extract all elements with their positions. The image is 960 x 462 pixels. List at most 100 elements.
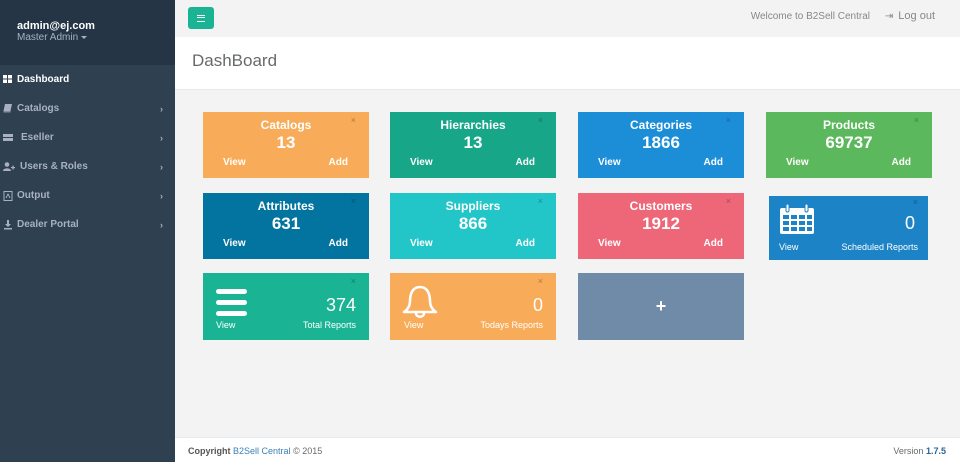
report-count: 0 xyxy=(904,213,915,233)
sidebar-item-dashboard[interactable]: Dashboard xyxy=(0,65,175,94)
footer: Copyright B2Sell Central © 2015 Version … xyxy=(175,437,960,462)
tile-customers: Customers 1912 View Add × xyxy=(578,193,744,259)
tile-title: Categories xyxy=(629,118,693,132)
sidebar-item-label: Dealer Portal xyxy=(17,219,79,230)
user-email: admin@ej.com xyxy=(17,20,95,32)
close-icon[interactable]: × xyxy=(350,196,356,206)
download-icon xyxy=(3,220,13,230)
add-link[interactable]: Add xyxy=(515,157,535,168)
sidebar-item-label: Catalogs xyxy=(17,103,60,114)
tile-attributes: Attributes 631 View Add × xyxy=(203,193,369,259)
sidebar-item-dealer-portal[interactable]: Dealer Portal › xyxy=(0,210,175,239)
tile-value: 631 xyxy=(271,214,301,233)
tile-value: 866 xyxy=(458,214,488,233)
tile-value: 13 xyxy=(463,133,483,152)
tile-catalogs: Catalogs 13 View Add × xyxy=(203,112,369,178)
logout-label: Log out xyxy=(898,10,935,22)
caret-down-icon xyxy=(81,35,88,39)
sidebar-item-output[interactable]: Output › xyxy=(0,181,175,210)
tile-value: 1912 xyxy=(642,214,680,233)
chevron-right-icon: › xyxy=(160,190,163,201)
plus-icon: + xyxy=(655,296,667,316)
view-link[interactable]: View xyxy=(216,320,236,330)
brand-link[interactable]: B2Sell Central xyxy=(233,446,291,456)
hamburger-icon xyxy=(197,14,205,22)
tile-title: Catalogs xyxy=(260,118,312,132)
close-icon[interactable]: × xyxy=(537,276,543,286)
view-link[interactable]: View xyxy=(598,157,621,168)
tile-title: Customers xyxy=(629,199,693,213)
tile-categories: Categories 1866 View Add × xyxy=(578,112,744,178)
user-role-dropdown[interactable]: Master Admin xyxy=(17,32,175,43)
report-label: Todays Reports xyxy=(480,320,543,330)
sidebar-item-eseller[interactable]: Eseller › xyxy=(0,123,175,152)
tile-value: 13 xyxy=(276,133,296,152)
view-link[interactable]: View xyxy=(786,157,809,168)
view-link[interactable]: View xyxy=(223,157,246,168)
page-heading: DashBoard xyxy=(175,37,960,90)
add-link[interactable]: Add xyxy=(891,157,911,168)
sidebar-item-label: Eseller xyxy=(21,132,54,143)
view-link[interactable]: View xyxy=(404,320,424,330)
version-number: 1.7.5 xyxy=(925,446,946,456)
view-link[interactable]: View xyxy=(223,238,246,249)
dashboard-icon xyxy=(3,75,13,84)
tile-title: Attributes xyxy=(257,199,315,213)
sign-out-icon: ⇥ xyxy=(884,10,894,22)
sidebar: admin@ej.com Master Admin Dashboard Cata… xyxy=(0,0,175,462)
sidebar-item-label: Users & Roles xyxy=(20,161,88,172)
add-link[interactable]: Add xyxy=(328,238,348,249)
tile-value: 69737 xyxy=(825,133,873,152)
tile-suppliers: Suppliers 866 View Add × xyxy=(390,193,556,259)
report-label: Total Reports xyxy=(302,320,356,330)
tile-value: 1866 xyxy=(642,133,680,152)
pdf-file-icon xyxy=(3,191,13,201)
tile-hierarchies: Hierarchies 13 View Add × xyxy=(390,112,556,178)
sidebar-item-label: Dashboard xyxy=(17,74,70,85)
add-widget-button[interactable]: + xyxy=(578,273,744,340)
close-icon[interactable]: × xyxy=(350,276,356,286)
tile-products: Products 69737 View Add × xyxy=(766,112,932,178)
view-link[interactable]: View xyxy=(410,157,433,168)
logout-link[interactable]: ⇥ Log out xyxy=(885,10,935,22)
version-info: Version 1.7.5 xyxy=(893,446,946,456)
bell-icon xyxy=(402,285,438,326)
view-link[interactable]: View xyxy=(779,242,799,252)
book-icon xyxy=(3,104,13,113)
sidebar-item-catalogs[interactable]: Catalogs › xyxy=(0,94,175,123)
tile-title: Products xyxy=(822,118,875,132)
close-icon[interactable]: × xyxy=(725,196,731,206)
chevron-right-icon: › xyxy=(160,103,163,114)
add-link[interactable]: Add xyxy=(328,157,348,168)
tile-title: Hierarchies xyxy=(440,118,506,132)
add-link[interactable]: Add xyxy=(703,238,723,249)
close-icon[interactable]: × xyxy=(537,115,543,125)
close-icon[interactable]: × xyxy=(725,115,731,125)
report-label: Scheduled Reports xyxy=(841,242,918,252)
copyright-year: © 2015 xyxy=(293,446,323,456)
close-icon[interactable]: × xyxy=(350,115,356,125)
copyright-label: Copyright xyxy=(188,446,231,456)
close-icon[interactable]: × xyxy=(912,197,918,207)
close-icon[interactable]: × xyxy=(913,115,919,125)
close-icon[interactable]: × xyxy=(537,196,543,206)
add-link[interactable]: Add xyxy=(515,238,535,249)
tile-scheduled-reports: 0 View Scheduled Reports × xyxy=(769,196,928,260)
report-count: 374 xyxy=(325,295,356,315)
server-icon xyxy=(3,133,15,142)
sidebar-item-users-roles[interactable]: Users & Roles › xyxy=(0,152,175,181)
welcome-message: Welcome to B2Sell Central xyxy=(750,11,870,22)
chevron-right-icon: › xyxy=(160,161,163,172)
menu-toggle-button[interactable] xyxy=(188,7,214,29)
version-label: Version xyxy=(893,446,924,456)
user-plus-icon xyxy=(3,162,15,171)
chevron-right-icon: › xyxy=(160,219,163,230)
chevron-right-icon: › xyxy=(160,132,163,143)
view-link[interactable]: View xyxy=(410,238,433,249)
add-link[interactable]: Add xyxy=(703,157,723,168)
top-navbar: Welcome to B2Sell Central ⇥ Log out xyxy=(175,0,960,37)
calendar-icon xyxy=(779,203,815,240)
tile-total-reports: 374 View Total Reports × xyxy=(203,273,369,340)
report-count: 0 xyxy=(532,295,543,315)
view-link[interactable]: View xyxy=(598,238,621,249)
